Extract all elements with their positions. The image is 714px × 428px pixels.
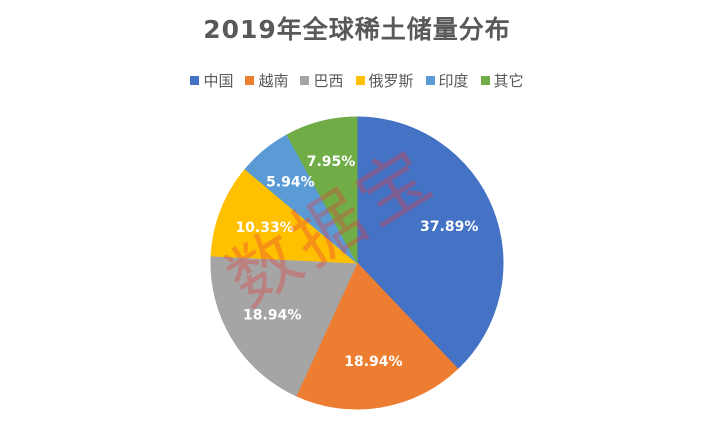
slice-label: 5.94% <box>266 175 315 191</box>
slice-label: 7.95% <box>307 154 356 170</box>
legend-swatch <box>355 76 365 85</box>
pie-slice <box>295 262 459 410</box>
legend-item: 越南 <box>245 70 288 91</box>
legend-swatch <box>190 76 200 85</box>
legend-label: 巴西 <box>313 72 344 90</box>
slice-label: 10.33% <box>235 220 293 236</box>
legend-label: 俄罗斯 <box>368 72 414 90</box>
legend-label: 印度 <box>438 72 469 90</box>
pie-slice <box>210 255 358 397</box>
legend-item: 其它 <box>480 70 524 91</box>
slice-label: 18.94% <box>243 308 301 324</box>
legend-item: 俄罗斯 <box>355 70 414 91</box>
legend-item: 巴西 <box>300 70 344 91</box>
legend: 中国 越南 巴西 俄罗斯 印度 其它 <box>0 70 714 91</box>
pie-slice <box>286 116 358 264</box>
pie-slice <box>210 168 359 264</box>
legend-item: 印度 <box>425 70 469 91</box>
legend-swatch <box>300 76 310 85</box>
legend-label: 其它 <box>493 72 524 90</box>
slice-label: 37.89% <box>420 219 478 235</box>
chart-title: 2019年全球稀土储量分布 <box>203 15 511 44</box>
legend-swatch <box>425 76 435 85</box>
legend-label: 越南 <box>258 72 289 90</box>
legend-label: 中国 <box>203 72 234 90</box>
slice-label: 18.94% <box>344 354 402 370</box>
legend-item: 中国 <box>190 70 233 91</box>
pie-slice <box>356 116 504 370</box>
legend-swatch <box>480 76 490 85</box>
legend-swatch <box>245 76 255 85</box>
